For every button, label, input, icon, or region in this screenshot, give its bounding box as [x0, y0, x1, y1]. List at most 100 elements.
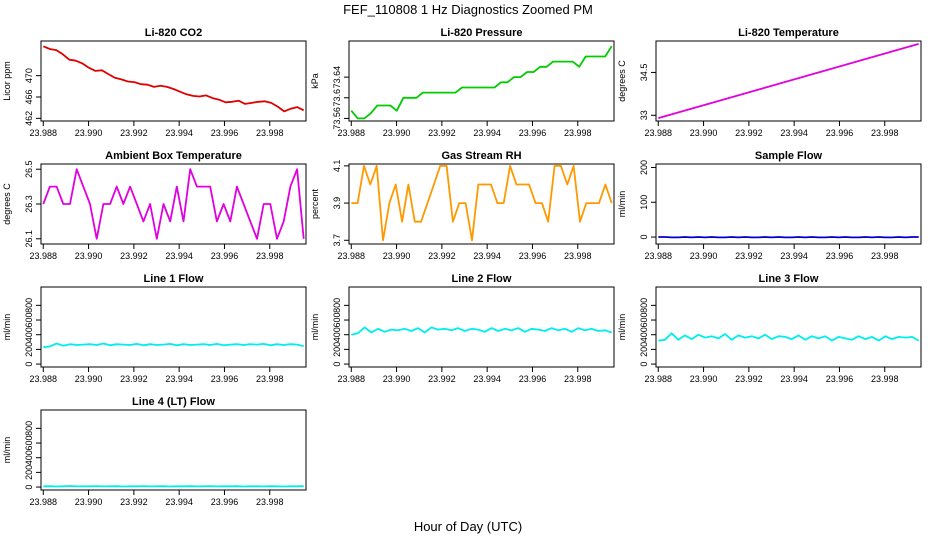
x-tick-label: 23.988 [337, 374, 365, 384]
series-line [350, 45, 613, 120]
y-tick-label: 200 [24, 342, 34, 357]
y-tick-label: 4.1 [332, 160, 342, 173]
panel-title: Gas Stream RH [441, 150, 521, 162]
y-tick-label: 400 [332, 327, 342, 342]
y-tick-label: 73.56 [332, 107, 342, 130]
series-line [43, 342, 304, 349]
series-line [43, 485, 304, 488]
x-tick-label: 23.998 [256, 251, 284, 261]
x-tick-label: 23.990 [383, 128, 411, 138]
x-tick-label: 23.988 [29, 497, 57, 507]
panel-title: Li-820 Temperature [738, 27, 839, 39]
x-tick-label: 23.996 [519, 128, 547, 138]
x-tick-label: 23.990 [690, 374, 718, 384]
plot-frame [40, 409, 307, 491]
x-tick-label: 23.988 [644, 128, 672, 138]
x-tick-label: 23.992 [428, 128, 456, 138]
y-tick-label: 34.5 [639, 64, 649, 82]
panel-title: Li-820 CO2 [145, 27, 202, 39]
x-tick-label: 23.996 [826, 251, 854, 261]
y-tick-label: 800 [639, 298, 649, 313]
panel-title: Sample Flow [755, 150, 823, 162]
x-tick-label: 23.998 [256, 497, 284, 507]
figure-xlabel: Hour of Day (UTC) [414, 519, 522, 534]
x-tick-label: 23.992 [428, 251, 456, 261]
plot-frame [348, 40, 615, 122]
y-tick-label: 400 [24, 450, 34, 465]
series-line [351, 164, 613, 242]
y-tick-label: 3.7 [332, 234, 342, 247]
y-axis-label: kPa [310, 73, 320, 89]
x-tick-label: 23.988 [337, 128, 365, 138]
x-tick-label: 23.994 [165, 128, 193, 138]
y-tick-label: 600 [332, 313, 342, 328]
y-tick-label: 0 [332, 362, 342, 367]
plot-frame [655, 163, 922, 245]
x-tick-label: 23.992 [120, 128, 148, 138]
panel-title: Line 3 Flow [759, 273, 819, 285]
y-tick-label: 26.3 [24, 195, 34, 213]
figure-title: FEF_110808 1 Hz Diagnostics Zoomed PM [343, 2, 593, 17]
x-tick-label: 23.992 [735, 374, 763, 384]
plot-frame [655, 286, 922, 368]
y-tick-label: 200 [332, 342, 342, 357]
x-tick-label: 23.990 [75, 251, 103, 261]
x-tick-label: 23.992 [735, 128, 763, 138]
x-tick-label: 23.998 [871, 374, 899, 384]
y-tick-label: 0 [639, 362, 649, 367]
y-tick-label: 800 [24, 298, 34, 313]
x-tick-label: 23.998 [871, 128, 899, 138]
y-tick-label: 400 [24, 327, 34, 342]
plot-frame [348, 163, 615, 245]
panel-3: Li-820 Temperature degrees C 23.988 23.990 2… [617, 27, 922, 138]
x-tick-label: 23.998 [871, 251, 899, 261]
y-tick-label: 3.9 [332, 197, 342, 210]
panel-8: Line 2 Flow ml/min 23.988 23.990 23.992 23.99… [310, 273, 615, 384]
panel-title: Line 4 (LT) Flow [132, 396, 215, 408]
panel-title: Li-820 Pressure [441, 27, 523, 39]
x-tick-label: 23.990 [75, 374, 103, 384]
y-axis-label: ml/min [2, 437, 12, 464]
x-tick-label: 23.994 [780, 128, 808, 138]
x-tick-label: 23.994 [165, 374, 193, 384]
plot-frame [348, 286, 615, 368]
x-tick-label: 23.994 [473, 374, 501, 384]
y-tick-label: 200 [639, 342, 649, 357]
y-tick-label: 26.5 [24, 160, 34, 178]
panel-6: Sample Flow ml/min 23.988 23.990 23.992 23.99… [617, 150, 922, 261]
panel-1: Li-820 CO2 Licor ppm 23.988 23.990 23.992 23.… [2, 27, 307, 138]
y-tick-label: 466 [24, 89, 34, 104]
y-axis-label: degrees C [2, 183, 12, 225]
panel-10: Line 4 (LT) Flow ml/min 23.988 23.990 23.992… [2, 396, 307, 507]
x-tick-label: 23.994 [780, 374, 808, 384]
x-tick-label: 23.994 [165, 497, 193, 507]
x-tick-label: 23.990 [690, 251, 718, 261]
x-tick-label: 23.990 [383, 374, 411, 384]
x-tick-label: 23.994 [473, 251, 501, 261]
x-tick-label: 23.998 [564, 251, 592, 261]
x-tick-label: 23.998 [256, 374, 284, 384]
x-tick-label: 23.998 [564, 374, 592, 384]
y-tick-label: 200 [24, 465, 34, 480]
panel-9: Line 3 Flow ml/min 23.988 23.990 23.992 23.99… [617, 273, 922, 384]
y-tick-label: 0 [24, 362, 34, 367]
x-tick-label: 23.990 [690, 128, 718, 138]
series-line [658, 43, 919, 119]
y-axis-label: ml/min [310, 314, 320, 341]
x-tick-label: 23.992 [120, 251, 148, 261]
y-tick-label: 33 [639, 110, 649, 120]
series-line [351, 326, 612, 336]
y-axis-label: ml/min [617, 191, 627, 218]
x-tick-label: 23.988 [644, 251, 672, 261]
y-tick-label: 26.1 [24, 230, 34, 248]
x-tick-label: 23.998 [564, 128, 592, 138]
y-tick-label: 200 [639, 160, 649, 175]
x-tick-label: 23.988 [29, 251, 57, 261]
plot-frame [655, 40, 922, 122]
panel-2: Li-820 Pressure kPa 23.988 23.990 23.992 23.9… [310, 27, 615, 138]
panels: Li-820 CO2 Licor ppm 23.988 23.990 23.992 23.… [2, 27, 922, 507]
y-axis-label: Licor ppm [2, 61, 12, 101]
x-tick-label: 23.994 [473, 128, 501, 138]
x-tick-label: 23.992 [120, 497, 148, 507]
